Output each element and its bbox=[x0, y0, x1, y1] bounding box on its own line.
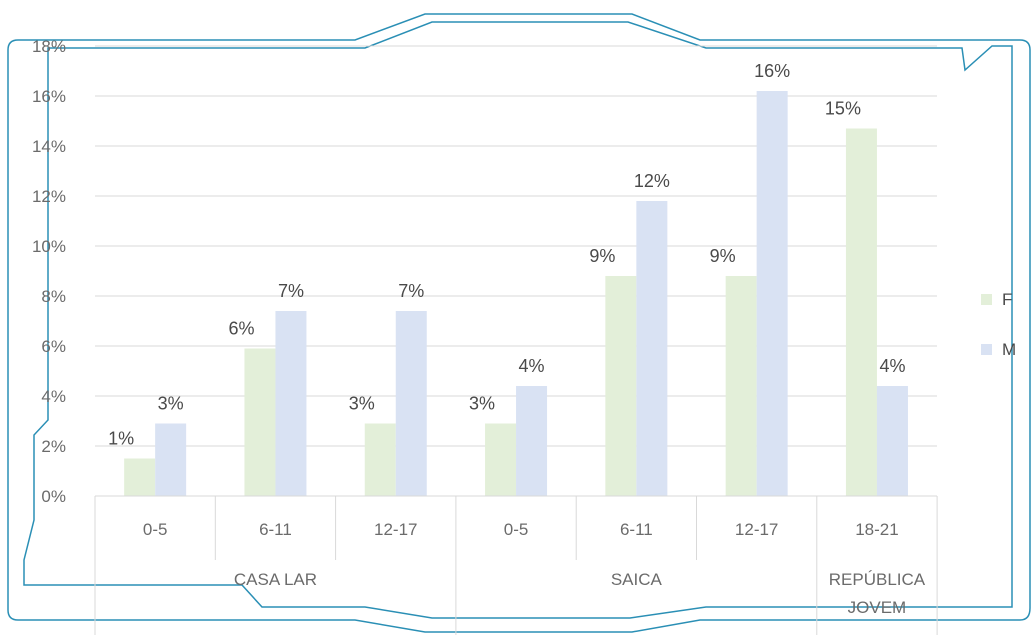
inner-frame bbox=[23, 21, 1013, 619]
axes: 0% 2% 4% 6% 8% 10% 12% 14% 16% 18% 0-5 6-11 12-17 0-5… bbox=[32, 37, 938, 635]
y-tick-label: 14% bbox=[32, 137, 66, 156]
y-tick-label: 2% bbox=[41, 437, 66, 456]
bar-f bbox=[845, 128, 877, 496]
bar-f bbox=[725, 276, 757, 496]
data-label-m: 7% bbox=[398, 281, 424, 301]
x-tick-label: 0-5 bbox=[504, 520, 529, 539]
bar-f bbox=[364, 423, 396, 496]
legend-swatch-f bbox=[981, 294, 992, 305]
data-label-m: 12% bbox=[634, 171, 670, 191]
data-label-f: 15% bbox=[825, 99, 861, 119]
group-label: JOVEM bbox=[848, 598, 907, 617]
y-tick-label: 0% bbox=[41, 487, 66, 506]
decorative-frame bbox=[7, 13, 1031, 633]
x-tick-label: 18-21 bbox=[855, 520, 898, 539]
data-label-m: 4% bbox=[519, 356, 545, 376]
y-tick-label: 6% bbox=[41, 337, 66, 356]
data-label-m: 4% bbox=[879, 356, 905, 376]
y-tick-label: 10% bbox=[32, 237, 66, 256]
data-label-m: 16% bbox=[754, 61, 790, 81]
y-tick-label: 8% bbox=[41, 287, 66, 306]
group-label: REPÚBLICA bbox=[829, 570, 926, 589]
legend-swatch-m bbox=[981, 344, 992, 355]
legend-label-m: M bbox=[1002, 340, 1016, 359]
bar-f bbox=[485, 423, 517, 496]
data-label-f: 9% bbox=[589, 246, 615, 266]
x-tick-label: 6-11 bbox=[259, 520, 292, 539]
legend: FM bbox=[981, 290, 1016, 359]
bar-m bbox=[395, 311, 427, 496]
x-tick-label: 12-17 bbox=[374, 520, 417, 539]
data-label-m: 3% bbox=[158, 394, 184, 414]
data-label-f: 3% bbox=[469, 394, 495, 414]
bar-m bbox=[756, 91, 788, 496]
bar-m bbox=[636, 201, 668, 496]
data-label-f: 1% bbox=[108, 429, 134, 449]
x-tick-label: 6-11 bbox=[620, 520, 653, 539]
y-tick-label: 16% bbox=[32, 87, 66, 106]
bars bbox=[124, 91, 908, 496]
legend-label-f: F bbox=[1002, 290, 1012, 309]
data-label-f: 3% bbox=[349, 394, 375, 414]
data-label-f: 6% bbox=[228, 319, 254, 339]
bar-f bbox=[244, 348, 276, 496]
bar-m bbox=[516, 386, 548, 496]
y-tick-label: 18% bbox=[32, 37, 66, 56]
x-tick-label: 0-5 bbox=[143, 520, 168, 539]
bar-m bbox=[876, 386, 908, 496]
y-tick-label: 4% bbox=[41, 387, 66, 406]
bar-m bbox=[155, 423, 187, 496]
data-label-f: 9% bbox=[710, 246, 736, 266]
group-label: CASA LAR bbox=[234, 570, 317, 589]
group-label: SAICA bbox=[611, 570, 663, 589]
bar-f bbox=[605, 276, 637, 496]
data-labels: 1% 3% 6% 7% 3% 7% 3% 4% 9% 12% 9% 16% 15% 4% bbox=[108, 61, 905, 449]
data-label-m: 7% bbox=[278, 281, 304, 301]
outer-frame bbox=[7, 13, 1031, 633]
bar-f bbox=[124, 458, 156, 496]
gridlines bbox=[95, 45, 937, 447]
x-tick-label: 12-17 bbox=[735, 520, 778, 539]
bar-m bbox=[275, 311, 307, 496]
y-tick-label: 12% bbox=[32, 187, 66, 206]
